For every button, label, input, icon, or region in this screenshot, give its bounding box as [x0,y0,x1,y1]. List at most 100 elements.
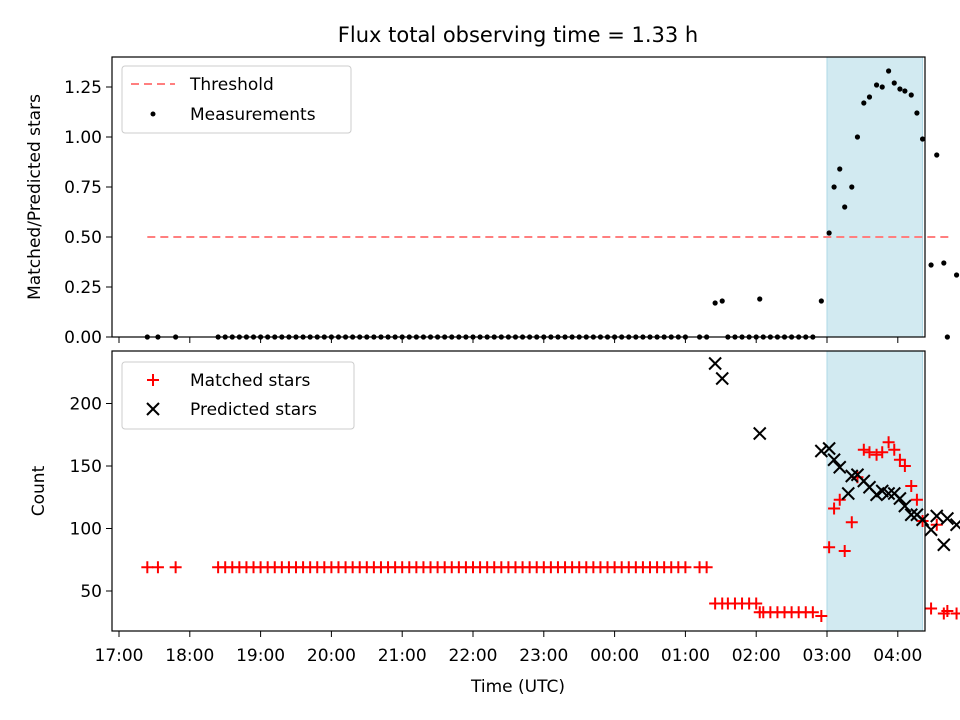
x-tick-label: 21:00 [378,646,427,666]
bottom-legend: Matched stars Predicted stars [121,361,355,430]
matched-star-point [870,448,883,461]
matched-star-point [857,443,870,456]
predicted-star-point [833,460,847,474]
measurement-point [928,262,934,268]
measurement-point [842,204,848,210]
x-tick-label: 19:00 [236,646,285,666]
predicted-star-stroke-b [827,453,841,467]
matched-star-point [833,493,846,506]
predicted-star-point [915,513,930,527]
x-tick-label: 23:00 [519,646,568,666]
matched-star-point [823,541,836,554]
top-y-tick-label: 0.75 [64,178,102,198]
predicted-star-stroke-b [753,426,767,441]
measurement-point [831,184,837,190]
bottom-y-tick-label: 50 [80,582,102,602]
measurement-point [849,184,855,190]
bottom-y-tick-label: 150 [70,457,102,477]
x-tick-label: 01:00 [661,646,710,666]
matched-star-point [876,446,889,459]
legend-predicted-swatch [146,402,160,416]
predicted-star-stroke-b [881,486,896,501]
predicted-star-point [940,511,955,526]
legend-measurements-swatch [150,111,156,117]
x-axis-label: Time (UTC) [470,677,565,697]
predicted-star-point [898,499,912,513]
matched-star-point [679,561,692,574]
matched-star-point [882,436,895,449]
matched-star-point [815,610,828,622]
legend-threshold-label: Threshold [189,75,274,95]
x-tick-label: 03:00 [803,646,852,666]
predicted-star-stroke-b [898,499,912,513]
legend-matched-label: Matched stars [190,371,310,391]
measurement-point [891,80,897,86]
matched-star-point [925,602,938,615]
matched-star-point [169,561,182,574]
predicted-star-stroke-b [715,371,729,386]
top-y-tick-label: 1.00 [64,128,102,148]
predicted-star-point [924,523,938,537]
matched-star-point [910,493,923,506]
bottom-panel-axes: 17:00 18:00 19:00 20:00 21:00 22:00 23:00 00:00… [70,395,923,667]
predicted-star-point [708,356,722,371]
predicted-star-stroke-b [915,513,930,527]
bottom-y-tick-label: 100 [70,520,102,540]
observing-window-rect [826,350,924,632]
x-tick-label: 00:00 [590,646,639,666]
matched-star-point [863,446,876,459]
legend-predicted-label: Predicted stars [190,400,317,420]
predicted-star-stroke-b [937,538,951,552]
matched-star-point [828,502,841,515]
x-tick-label: 04:00 [873,646,922,666]
predicted-star-stroke-b [904,508,918,522]
observing-window-span-bottom [826,350,924,632]
matched-star-point [700,561,713,574]
top-y-tick-label: 0.00 [64,328,102,348]
legend-matched-swatch [147,374,159,386]
predicted-star-point [822,441,836,456]
measurement-point [941,260,947,266]
matched-star-point [806,606,819,619]
measurement-point [914,110,920,116]
predicted-star-stroke-b [822,441,836,456]
matched-star-point [905,480,918,492]
measurement-point [908,92,914,98]
measurement-point [879,84,885,90]
measurement-point [757,296,763,302]
predicted-star-point [827,453,841,467]
matched-star-point [750,597,763,610]
predicted-star-point [881,486,896,501]
measurement-point [837,166,843,172]
legend-measurements-label: Measurements [190,105,316,125]
predicted-star-stroke-b [708,356,722,371]
matched-star-point [893,453,906,466]
measurement-point [861,100,867,106]
measurement-point [902,88,908,94]
matched-star-point [941,605,954,617]
bottom-y-tick-label: 200 [70,395,102,415]
matched-star-point [151,561,164,574]
matched-star-point [950,607,960,620]
predicted-star-stroke-b [940,511,955,526]
top-y-tick-label: 1.25 [64,78,102,98]
x-tick-label: 18:00 [165,646,214,666]
predicted-star-point [753,426,767,441]
x-tick-label: 17:00 [95,646,144,666]
top-legend-box [121,65,352,134]
predicted-star-stroke-b [949,519,960,532]
top-panel-axes: 0.00 0.25 0.50 0.75 1.00 1.25 [64,78,899,348]
predicted-star-stroke-b [850,468,865,482]
top-y-tick-label: 0.25 [64,278,102,298]
bottom-legend-box [121,361,355,430]
predicted-star-stroke-b [862,480,877,494]
predicted-star-point [814,444,829,458]
measurement-point [934,152,940,158]
predicted-star-stroke-b [814,444,829,458]
predicted-star-stroke-b [930,509,944,523]
matched-star-point [888,443,901,456]
measurement-point [866,94,873,100]
predicted-star-stroke-b [893,491,907,506]
matched-star-point [898,460,911,472]
predicted-star-point [937,538,951,552]
